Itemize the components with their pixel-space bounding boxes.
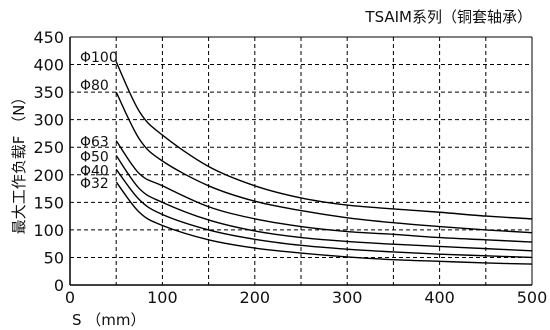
y-axis-label: 最大工作负载F （N） [10, 90, 28, 235]
y-tick-labels: 0 50 100 150 200 250 300 350 400 450 [33, 28, 64, 295]
x-tick-label: 100 [147, 288, 178, 307]
x-axis-label: S （mm） [72, 311, 146, 329]
series-line [115, 61, 533, 220]
series-label: Φ32 [80, 176, 109, 192]
chart-title: TSAIM系列（铜套轴承） [364, 8, 532, 26]
y-tick-label: 0 [54, 276, 64, 295]
y-tick-label: 200 [33, 166, 64, 185]
series-line [115, 140, 533, 243]
x-tick-labels: 0 100 200 300 400 500 [65, 288, 547, 307]
y-tick-label: 50 [44, 248, 64, 267]
series-label: Φ80 [80, 78, 109, 94]
y-tick-label: 350 [33, 83, 64, 102]
series-label: Φ40 [80, 163, 109, 179]
series-label: Φ100 [80, 50, 118, 66]
y-tick-label: 450 [33, 28, 64, 47]
series-label: Φ63 [80, 135, 109, 151]
x-tick-label: 0 [65, 288, 75, 307]
y-tick-label: 250 [33, 138, 64, 157]
x-tick-label: 400 [424, 288, 455, 307]
series-line [115, 91, 533, 234]
y-tick-label: 300 [33, 111, 64, 130]
y-tick-label: 150 [33, 193, 64, 212]
x-tick-label: 300 [332, 288, 363, 307]
x-tick-label: 200 [240, 288, 271, 307]
series-label: Φ50 [80, 149, 109, 165]
y-tick-label: 400 [33, 56, 64, 75]
series-line [115, 155, 533, 252]
y-tick-label: 100 [33, 221, 64, 240]
series-line [115, 168, 533, 259]
curves [115, 61, 533, 265]
series-line [115, 181, 533, 265]
x-tick-label: 500 [517, 288, 548, 307]
